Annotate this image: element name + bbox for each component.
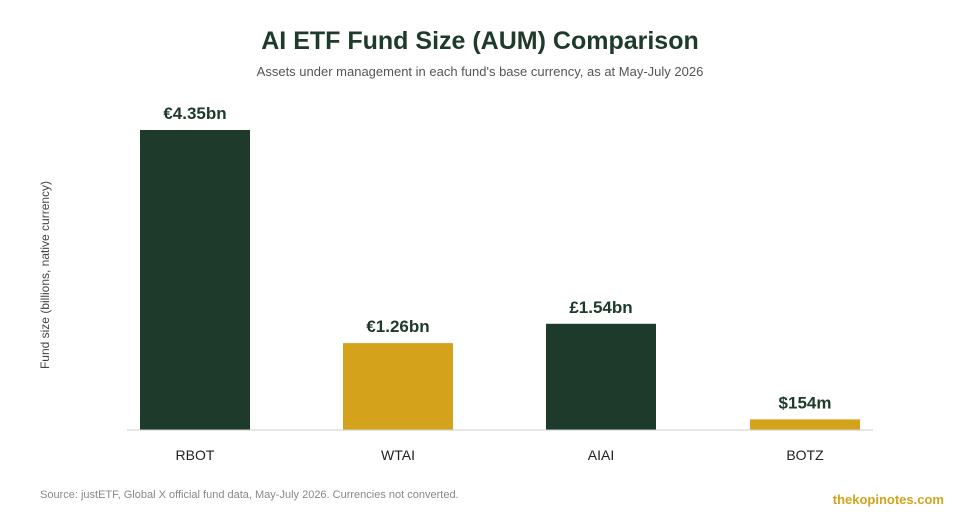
bar-botz[interactable] (750, 419, 860, 430)
value-label-aiai: £1.54bn (569, 298, 632, 317)
value-label-botz: $154m (779, 393, 832, 412)
bar-rbot[interactable] (140, 130, 250, 430)
bar-aiai[interactable] (546, 323, 656, 430)
value-label-rbot: €4.35bn (163, 104, 226, 123)
chart-subtitle: Assets under management in each fund's b… (256, 64, 704, 79)
value-label-wtai: €1.26bn (366, 317, 429, 336)
bar-wtai[interactable] (343, 343, 453, 430)
x-tick-label-botz: BOTZ (786, 447, 824, 463)
chart-title: AI ETF Fund Size (AUM) Comparison (261, 27, 699, 55)
x-tick-label-aiai: AIAI (588, 447, 614, 463)
x-tick-label-wtai: WTAI (381, 447, 415, 463)
x-tick-label-rbot: RBOT (176, 447, 215, 463)
bars-group: €4.35bn RBOT €1.26bn WTAI £1.54bn AIAI $154m BO… (140, 104, 860, 463)
site-watermark[interactable]: thekopinotes.com (832, 492, 944, 507)
source-note: Source: justETF, Global X official fund … (40, 489, 459, 501)
